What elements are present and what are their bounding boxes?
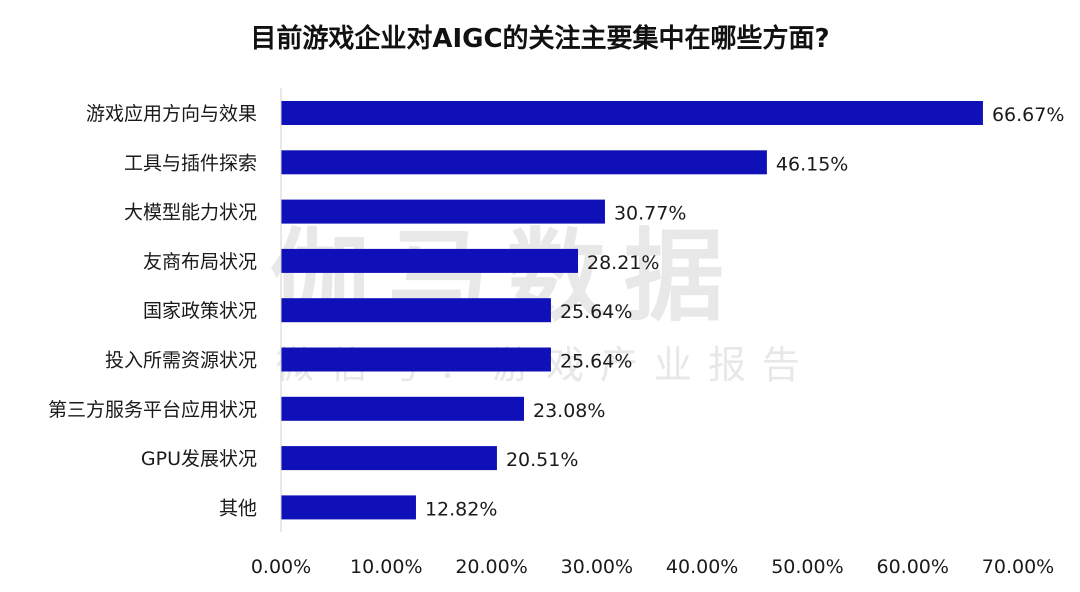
data-label: 25.64% bbox=[560, 301, 632, 323]
data-label: 12.82% bbox=[425, 498, 497, 520]
category-label: 游戏应用方向与效果 bbox=[86, 103, 257, 125]
data-label: 46.15% bbox=[776, 153, 848, 175]
labels-layer: 游戏应用方向与效果 66.67% 工具与插件探索 46.15% 大模型能力状况 30.77… bbox=[48, 103, 1064, 520]
data-label: 66.67% bbox=[992, 104, 1064, 126]
bar bbox=[281, 396, 524, 421]
data-label: 25.64% bbox=[560, 351, 632, 373]
category-label: 投入所需资源状况 bbox=[105, 350, 257, 372]
category-label: 国家政策状况 bbox=[143, 300, 257, 322]
category-label: GPU发展状况 bbox=[141, 448, 257, 470]
bar bbox=[281, 248, 579, 273]
category-label: 其他 bbox=[219, 497, 257, 519]
chart-title: 目前游戏企业对AIGC的关注主要集中在哪些方面? bbox=[250, 24, 830, 54]
x-tick-label: 0.00% bbox=[251, 556, 311, 578]
bar bbox=[281, 150, 767, 175]
x-tick-label: 10.00% bbox=[350, 556, 422, 578]
x-tick-label: 60.00% bbox=[876, 556, 948, 578]
x-tick-label: 50.00% bbox=[771, 556, 843, 578]
data-label: 23.08% bbox=[533, 400, 605, 422]
x-tick-label: 20.00% bbox=[455, 556, 527, 578]
category-label: 友商布局状况 bbox=[143, 251, 257, 273]
bar bbox=[281, 199, 605, 224]
bar bbox=[281, 446, 497, 471]
category-label: 工具与插件探索 bbox=[124, 152, 257, 174]
data-label: 20.51% bbox=[506, 449, 578, 471]
x-tick-label: 40.00% bbox=[666, 556, 738, 578]
category-label: 大模型能力状况 bbox=[124, 202, 257, 224]
bar bbox=[281, 101, 983, 125]
data-label: 28.21% bbox=[587, 252, 659, 274]
bar bbox=[281, 298, 551, 323]
bars-layer bbox=[281, 101, 983, 520]
x-tick-label: 70.00% bbox=[982, 556, 1054, 578]
x-tick-labels: 0.00% 10.00% 20.00% 30.00% 40.00% 50.00% 60.00… bbox=[251, 556, 1054, 578]
x-tick-label: 30.00% bbox=[561, 556, 633, 578]
bar bbox=[281, 495, 416, 520]
bar bbox=[281, 347, 551, 372]
category-label: 第三方服务平台应用状况 bbox=[48, 399, 257, 421]
data-label: 30.77% bbox=[614, 203, 686, 225]
